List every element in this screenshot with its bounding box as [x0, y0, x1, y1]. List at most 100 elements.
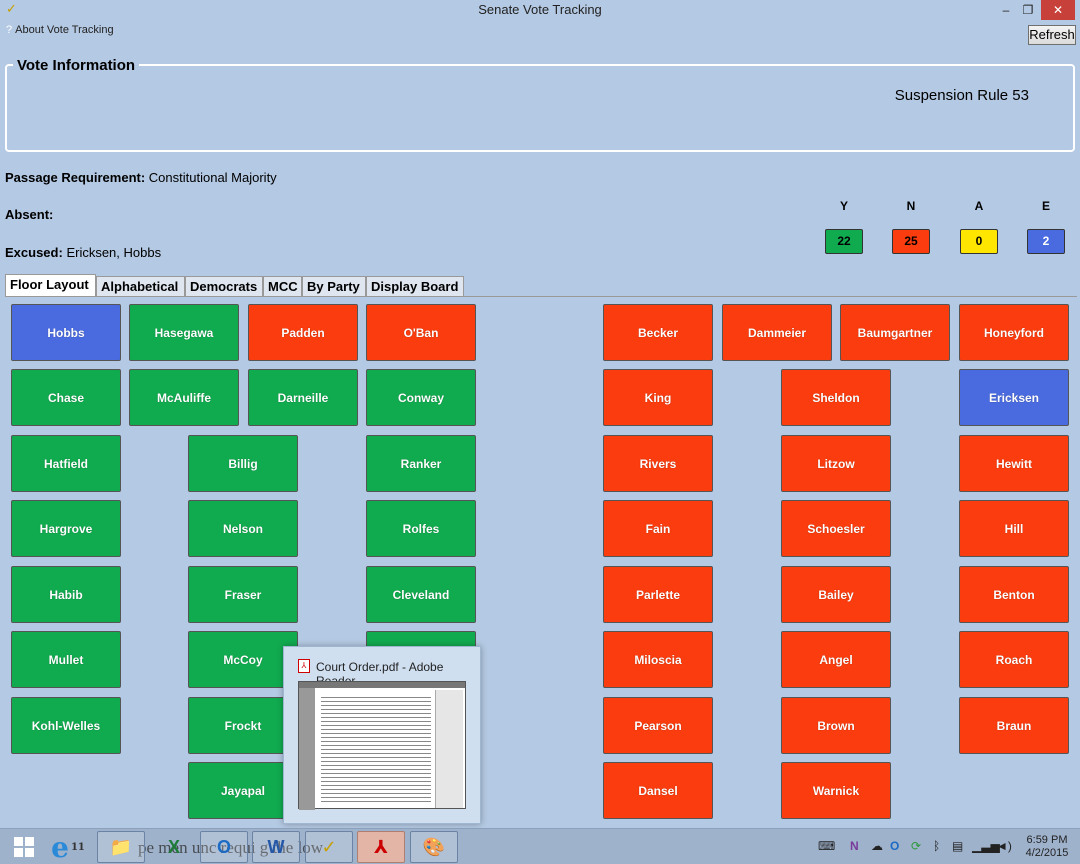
sync-icon[interactable]: ⟳: [911, 839, 922, 853]
floor-layout-panel: [5, 296, 1077, 826]
seat-honeyford[interactable]: Honeyford: [959, 304, 1069, 361]
seat-frockt[interactable]: Frockt: [188, 697, 298, 754]
paint-button[interactable]: 🎨: [410, 831, 458, 863]
help-icon: ?: [6, 24, 13, 36]
tab-floor-layout[interactable]: Floor Layout: [5, 274, 96, 297]
seat-benton[interactable]: Benton: [959, 566, 1069, 623]
seat-jayapal[interactable]: Jayapal: [188, 762, 298, 819]
background-document-text: pe men unc requi g the low: [138, 838, 324, 857]
seat-hasegawa[interactable]: Hasegawa: [129, 304, 239, 361]
onenote-icon[interactable]: N: [850, 839, 859, 853]
tally-yes-count: 22: [825, 229, 863, 254]
seat-dansel[interactable]: Dansel: [603, 762, 713, 819]
seat-angel[interactable]: Angel: [781, 631, 891, 688]
seat-habib[interactable]: Habib: [11, 566, 121, 623]
seat-litzow[interactable]: Litzow: [781, 435, 891, 492]
word-button[interactable]: W: [252, 831, 300, 863]
checkmark-icon: ✓: [6, 1, 17, 16]
seat-parlette[interactable]: Parlette: [603, 566, 713, 623]
seat-fraser[interactable]: Fraser: [188, 566, 298, 623]
seat-billig[interactable]: Billig: [188, 435, 298, 492]
seat-dammeier[interactable]: Dammeier: [722, 304, 832, 361]
tab-alphabetical[interactable]: Alphabetical: [96, 276, 185, 297]
close-button[interactable]: ✕: [1041, 0, 1075, 20]
seat-sheldon[interactable]: Sheldon: [781, 369, 891, 426]
seat-hewitt[interactable]: Hewitt: [959, 435, 1069, 492]
seat-kohl-welles[interactable]: Kohl-Welles: [11, 697, 121, 754]
seat-padden[interactable]: Padden: [248, 304, 358, 361]
pdf-icon: ⅄: [298, 659, 310, 673]
seat-hatfield[interactable]: Hatfield: [11, 435, 121, 492]
seat-mullet[interactable]: Mullet: [11, 631, 121, 688]
refresh-button[interactable]: Refresh: [1028, 25, 1076, 45]
windows-start-icon: [14, 837, 34, 857]
tab-mcc[interactable]: MCC: [263, 276, 302, 297]
signal-icon[interactable]: ▁▃▅: [972, 839, 1000, 853]
seat-brown[interactable]: Brown: [781, 697, 891, 754]
seat-fain[interactable]: Fain: [603, 500, 713, 557]
seat-chase[interactable]: Chase: [11, 369, 121, 426]
preview-toolbar: [299, 682, 465, 688]
maximize-button[interactable]: ❐: [1022, 3, 1034, 17]
seat-darneille[interactable]: Darneille: [248, 369, 358, 426]
internet-explorer-button[interactable]: e 11: [44, 830, 92, 864]
outlook-button[interactable]: O: [200, 831, 248, 863]
tab-democrats[interactable]: Democrats: [185, 276, 263, 297]
about-label: About Vote Tracking: [15, 24, 114, 36]
adobe-reader-button[interactable]: ⅄: [357, 831, 405, 863]
seat-ericksen[interactable]: Ericksen: [959, 369, 1069, 426]
preview-tools-panel: [435, 690, 463, 808]
adobe-reader-icon: ⅄: [374, 836, 388, 857]
network-icon[interactable]: ▤: [952, 839, 964, 853]
seat-o-ban[interactable]: O'Ban: [366, 304, 476, 361]
keyboard-icon[interactable]: ⌨: [818, 839, 836, 853]
excel-button[interactable]: X: [150, 831, 198, 863]
seat-warnick[interactable]: Warnick: [781, 762, 891, 819]
cloud-icon[interactable]: ☁: [871, 839, 883, 853]
seat-cleveland[interactable]: Cleveland: [366, 566, 476, 623]
seat-baumgartner[interactable]: Baumgartner: [840, 304, 950, 361]
checkmark-icon: ✓: [321, 836, 337, 857]
seat-hobbs[interactable]: Hobbs: [11, 304, 121, 361]
seat-king[interactable]: King: [603, 369, 713, 426]
seat-schoesler[interactable]: Schoesler: [781, 500, 891, 557]
seat-miloscia[interactable]: Miloscia: [603, 631, 713, 688]
bluetooth-icon[interactable]: ᛒ: [933, 839, 941, 853]
tally-yes-header: Y: [839, 199, 848, 213]
seat-hill[interactable]: Hill: [959, 500, 1069, 557]
file-explorer-button[interactable]: 📁: [97, 831, 145, 863]
tab-display-board[interactable]: Display Board: [366, 276, 464, 297]
seat-hargrove[interactable]: Hargrove: [11, 500, 121, 557]
vote-tracking-button[interactable]: ✓: [305, 831, 353, 863]
seat-mcauliffe[interactable]: McAuliffe: [129, 369, 239, 426]
seat-pearson[interactable]: Pearson: [603, 697, 713, 754]
system-clock[interactable]: 6:59 PM 4/2/2015: [1022, 834, 1072, 860]
excel-icon: X: [167, 836, 180, 857]
minimize-button[interactable]: –: [1002, 3, 1010, 17]
volume-icon[interactable]: ◄): [996, 839, 1012, 853]
seat-becker[interactable]: Becker: [603, 304, 713, 361]
internet-explorer-icon: e: [51, 830, 69, 864]
passage-requirement: Passage Requirement: Constitutional Majo…: [5, 170, 277, 185]
seat-braun[interactable]: Braun: [959, 697, 1069, 754]
seat-rivers[interactable]: Rivers: [603, 435, 713, 492]
preview-text-lines: [321, 694, 431, 804]
tally-excused-header: E: [1041, 199, 1050, 213]
ie-badge: 11: [70, 841, 85, 853]
seat-mccoy[interactable]: McCoy: [188, 631, 298, 688]
seat-conway[interactable]: Conway: [366, 369, 476, 426]
tab-by-party[interactable]: By Party: [302, 276, 366, 297]
seat-bailey[interactable]: Bailey: [781, 566, 891, 623]
excused-label: Excused:: [5, 245, 63, 260]
taskbar-thumbnail-adobe-reader[interactable]: ⅄ Court Order.pdf - Adobe Reader: [283, 646, 481, 824]
about-menu-item[interactable]: ? About Vote Tracking: [6, 24, 114, 36]
seat-roach[interactable]: Roach: [959, 631, 1069, 688]
outlook-tray-icon[interactable]: O: [890, 839, 900, 853]
tally-absent-count: 0: [960, 229, 998, 254]
seat-ranker[interactable]: Ranker: [366, 435, 476, 492]
clock-time: 6:59 PM: [1026, 834, 1068, 846]
document-preview: [298, 681, 466, 810]
seat-rolfes[interactable]: Rolfes: [366, 500, 476, 557]
start-button[interactable]: [0, 831, 48, 863]
seat-nelson[interactable]: Nelson: [188, 500, 298, 557]
